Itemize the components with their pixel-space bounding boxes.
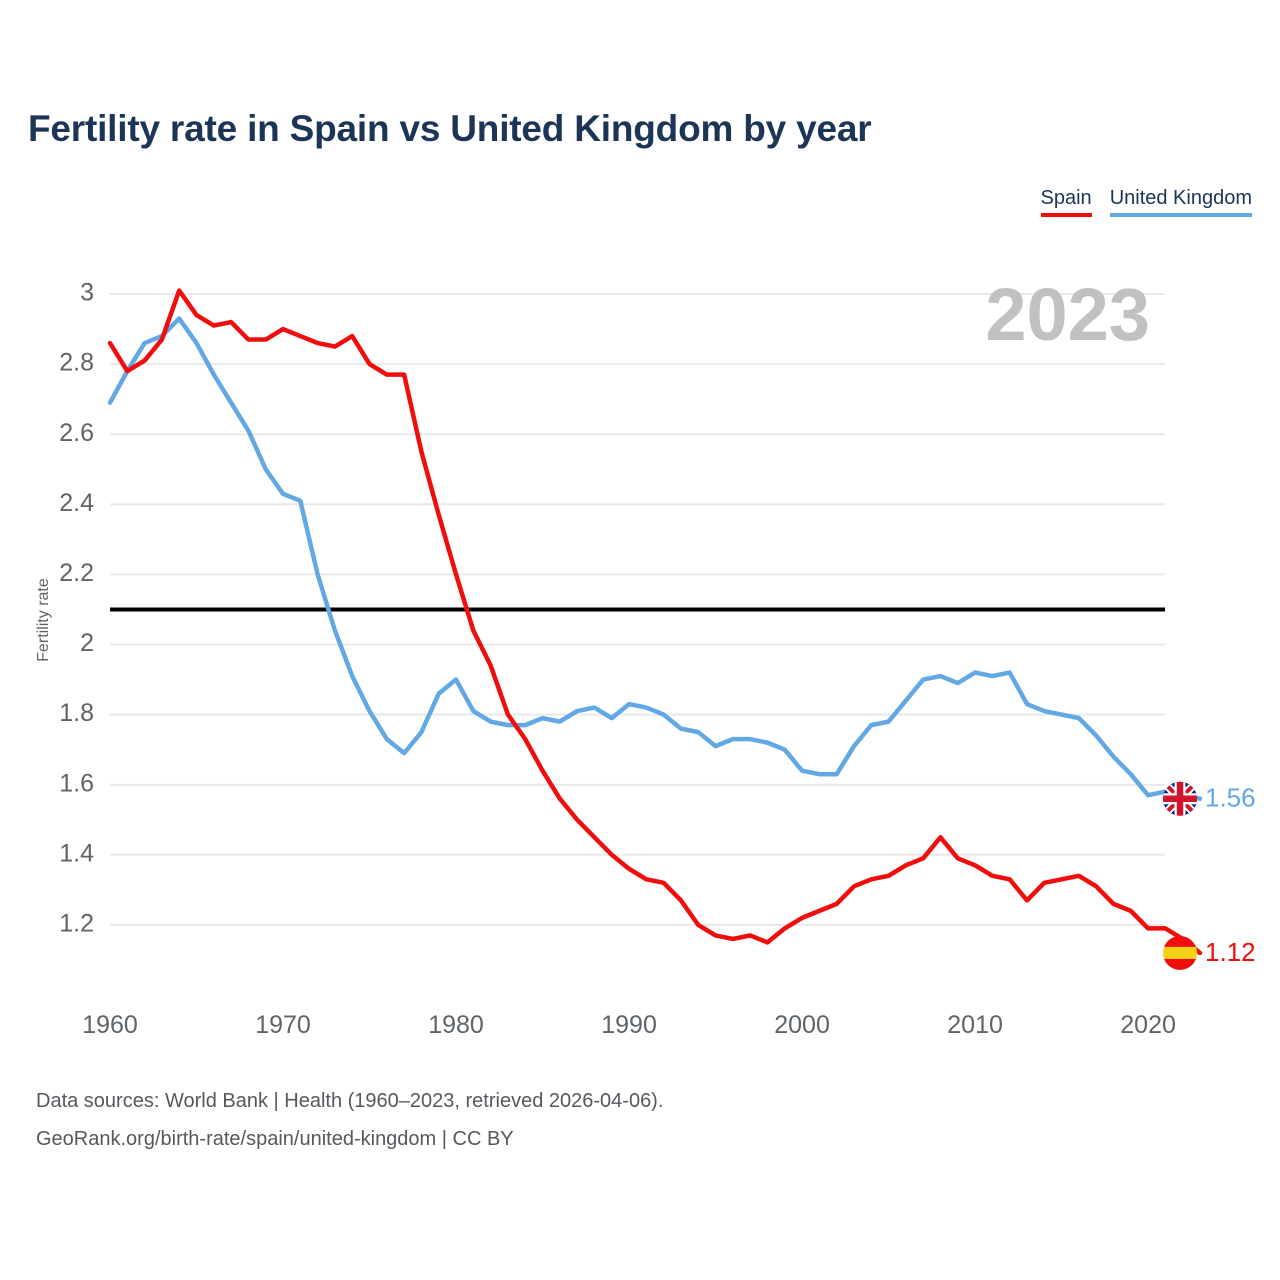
gridlines <box>110 293 1165 926</box>
series-line-spain <box>107 288 1203 956</box>
watermark-year: 2023 <box>985 273 1150 356</box>
y-tick-label: 1.8 <box>59 699 94 727</box>
line-chart: 1.21.41.61.822.22.42.62.83 1960 1970 1980 1… <box>35 273 1256 1039</box>
y-tick-label: 2.6 <box>59 419 94 447</box>
y-tick-label: 1.2 <box>59 910 94 938</box>
footer-line-sources: Data sources: World Bank | Health (1960–… <box>36 1090 664 1112</box>
page-title: Fertility rate in Spain vs United Kingdo… <box>28 108 872 149</box>
x-tick-label: 2020 <box>1120 1011 1176 1039</box>
footer-line-attribution: GeoRank.org/birth-rate/spain/united-king… <box>36 1128 514 1150</box>
legend-rule-united-kingdom <box>1109 213 1252 217</box>
y-tick-label: 2.4 <box>59 489 94 517</box>
x-tick-label: 2010 <box>947 1011 1003 1039</box>
legend-label-spain: Spain <box>1040 187 1092 209</box>
y-tick-label: 3 <box>80 279 94 307</box>
legend: Spain United Kingdom <box>1040 186 1252 217</box>
y-tick-label: 2.8 <box>59 349 94 377</box>
y-tick-label: 2.2 <box>59 559 94 587</box>
x-tick-label: 1960 <box>82 1011 138 1039</box>
series-line-united-kingdom <box>107 316 1203 801</box>
y-tick-labels: 1.2 1.4 1.6 1.8 2 2.2 2.4 2.6 2.8 3 <box>59 279 94 938</box>
legend-item-spain[interactable]: Spain <box>1040 186 1092 217</box>
spain-flag-icon <box>1163 935 1197 970</box>
legend-item-united-kingdom[interactable]: United Kingdom <box>1109 186 1252 217</box>
y-tick-label: 1.4 <box>59 839 94 867</box>
x-tick-label: 1980 <box>428 1011 484 1039</box>
x-tick-label: 2000 <box>774 1011 830 1039</box>
x-tick-label: 1990 <box>601 1011 657 1039</box>
end-label-spain: 1.12 <box>1205 937 1256 967</box>
legend-rule-spain <box>1040 213 1092 217</box>
x-tick-label: 1970 <box>255 1011 311 1039</box>
plot-area: 1.2 1.4 1.6 1.8 2 2.2 2.4 2.6 2.8 3 1960 1970 1980 1… <box>35 273 1256 1039</box>
y-tick-label: 2 <box>80 629 94 657</box>
end-label-united-kingdom: 1.56 <box>1205 783 1256 813</box>
footer: Data sources: World Bank | Health (1960–… <box>36 1082 663 1158</box>
x-tick-labels: 1960 1970 1980 1990 2000 2010 2020 <box>82 1011 1176 1039</box>
y-tick-label: 1.6 <box>59 769 94 797</box>
y-axis-title: Fertility rate <box>35 578 52 662</box>
legend-label-united-kingdom: United Kingdom <box>1109 187 1252 209</box>
uk-flag-icon <box>1163 781 1197 816</box>
